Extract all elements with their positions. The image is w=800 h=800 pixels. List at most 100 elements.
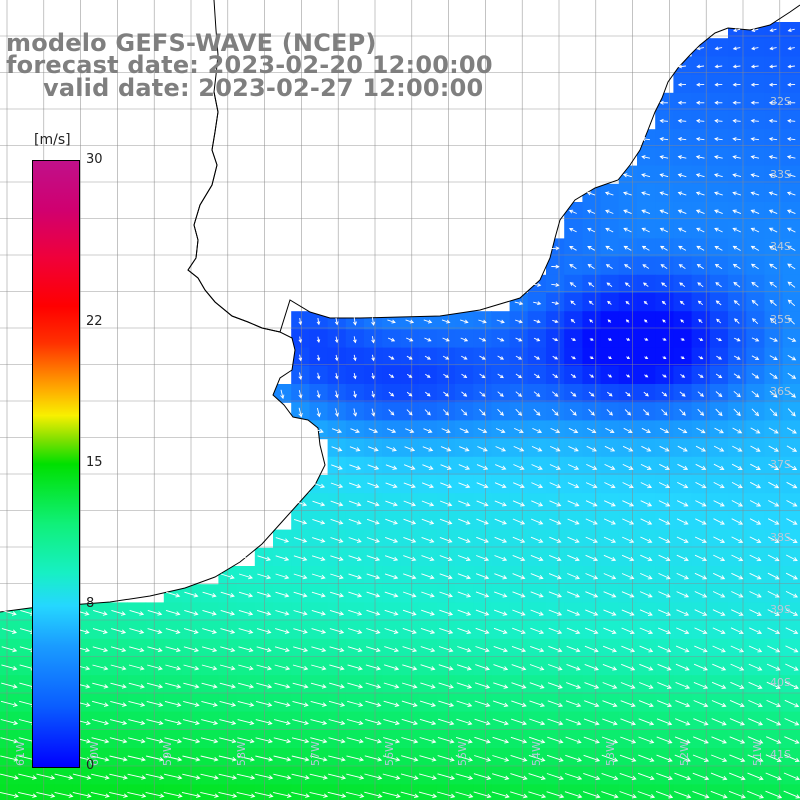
speed-cell [673,74,693,94]
wind-vector [768,500,780,507]
wind-vector [275,591,290,598]
wind-vector [353,373,357,380]
wind-vector [786,518,798,525]
wind-vector [348,591,363,598]
wind-vector [334,336,339,344]
speed-cell [382,748,401,767]
speed-cell [746,420,765,440]
longitude-label: 53W [604,741,617,766]
wind-vector [548,664,563,671]
speed-cell [673,566,693,585]
speed-cell [709,165,729,185]
wind-vector [327,773,347,780]
speed-cell [618,547,638,567]
speed-cell [236,693,256,713]
wind-vector [733,355,741,360]
wind-vector [257,573,272,580]
speed-cell [254,602,274,622]
wind-vector [696,263,704,270]
wind-vector [623,427,633,434]
speed-cell [637,256,656,276]
wind-vector [110,700,128,707]
wind-vector [695,500,707,507]
wind-vector [476,464,489,470]
wind-vector [749,609,762,616]
wind-vector [766,736,782,744]
wind-vector [584,627,599,635]
speed-cell [400,347,420,367]
wind-vector [603,518,616,525]
speed-cell [546,748,565,767]
wind-vector [784,718,800,726]
wind-vector [731,518,744,525]
speed-cell [764,274,784,294]
speed-cell [436,529,456,549]
wind-vector [768,463,780,470]
speed-cell [600,766,620,785]
speed-cell [491,420,511,440]
wind-vector [460,337,469,342]
wind-vector [476,500,489,507]
speed-cell [527,693,547,713]
wind-vector [620,700,636,708]
speed-cell [436,748,456,767]
speed-cell [436,438,456,458]
wind-vector [1,646,18,653]
wind-vector [694,609,708,616]
speed-cell [782,74,800,94]
wind-vector [640,518,653,525]
wind-vector [257,591,272,598]
wind-vector [510,773,528,781]
wind-vector [660,264,668,269]
speed-cell [509,384,529,403]
speed-cell [637,274,656,294]
wind-vector [406,391,413,397]
wind-vector [607,319,612,323]
wind-vector [641,427,651,434]
speed-cell [364,511,383,531]
speed-cell [236,784,256,800]
wind-vector [529,700,545,708]
wind-vector [693,736,709,744]
speed-cell [163,620,183,640]
speed-cell [418,511,438,531]
wind-vector [439,536,453,543]
wind-vector [440,482,453,489]
wind-vector [674,772,692,781]
wind-vector [382,791,401,799]
speed-cell [746,657,765,676]
speed-cell [764,620,784,640]
wind-vector [164,700,182,707]
speed-cell [327,475,347,494]
wind-vector [619,754,637,762]
speed-cell [473,638,492,658]
speed-cell [364,456,383,476]
wind-vector [403,573,417,580]
speed-cell [36,766,56,785]
speed-cell [618,402,638,421]
wind-vector [548,609,563,616]
wind-vector [714,209,723,215]
wind-vector [298,390,303,399]
wind-vector [364,791,383,799]
wind-vector [350,428,360,434]
wind-vector [768,427,779,434]
speed-cell [709,566,729,585]
wind-vector [184,609,199,616]
wind-vector [694,572,708,580]
wind-vector [220,609,235,616]
wind-vector [457,536,471,543]
wind-vector [602,645,617,653]
wind-vector [311,646,327,653]
speed-cell [364,420,383,440]
wind-vector [767,518,780,525]
wind-vector [72,791,92,798]
speed-cell [764,493,784,512]
wind-vector [694,536,707,543]
speed-cell [400,475,420,494]
speed-cell [364,766,383,785]
speed-cell [382,547,401,567]
speed-cell [309,493,329,512]
speed-cell [564,729,583,749]
speed-cell [127,711,147,731]
